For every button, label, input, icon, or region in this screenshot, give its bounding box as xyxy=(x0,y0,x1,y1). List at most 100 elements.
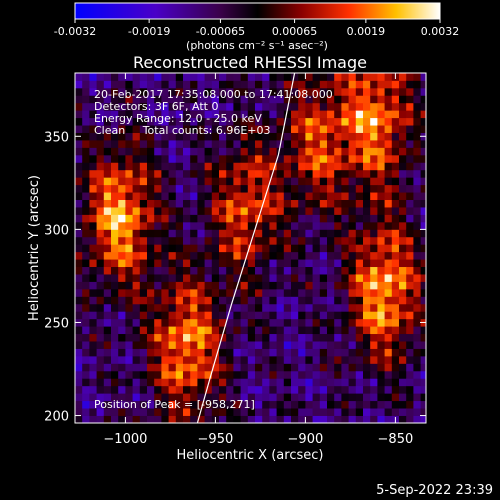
heatmap-cell xyxy=(391,192,400,200)
heatmap-cell xyxy=(247,221,256,230)
heatmap-cell xyxy=(291,281,299,290)
heatmap-cell xyxy=(305,102,313,111)
heatmap-cell xyxy=(240,393,249,402)
heatmap-cell xyxy=(219,110,227,119)
heatmap-cell xyxy=(312,326,321,335)
heatmap-cell xyxy=(154,117,162,126)
heatmap-cell xyxy=(370,251,378,260)
heatmap-cell xyxy=(154,125,162,133)
heatmap-cell xyxy=(204,266,213,275)
heatmap-cell xyxy=(327,199,335,208)
heatmap-cell xyxy=(269,169,277,178)
heatmap-cell xyxy=(341,177,349,186)
heatmap-cell xyxy=(183,140,191,148)
heatmap-cell xyxy=(183,73,191,81)
heatmap-cell xyxy=(132,333,141,342)
heatmap-cell xyxy=(283,274,292,282)
heatmap-cell xyxy=(377,355,385,364)
heatmap-cell xyxy=(197,281,205,290)
heatmap-cell xyxy=(226,192,234,200)
heatmap-cell xyxy=(154,370,162,379)
heatmap-cell xyxy=(276,192,285,200)
heatmap-cell xyxy=(183,192,191,200)
heatmap-cell xyxy=(348,102,357,111)
heatmap-cell xyxy=(283,415,292,423)
heatmap-cell xyxy=(233,393,241,402)
heatmap-cell xyxy=(183,154,191,163)
heatmap-cell xyxy=(96,244,105,253)
heatmap-cell xyxy=(291,266,299,275)
heatmap-cell xyxy=(175,266,184,275)
heatmap-cell xyxy=(348,207,357,215)
heatmap-cell xyxy=(370,162,378,171)
heatmap-cell xyxy=(211,393,220,402)
heatmap-cell xyxy=(413,236,421,245)
heatmap-cell xyxy=(118,400,126,409)
heatmap-cell xyxy=(384,162,393,171)
heatmap-cell xyxy=(204,73,213,81)
heatmap-cell xyxy=(370,102,378,111)
heatmap-cell xyxy=(312,408,321,416)
heatmap-cell xyxy=(226,236,234,245)
heatmap-cell xyxy=(190,288,198,297)
heatmap-cell xyxy=(255,355,263,364)
heatmap-cell xyxy=(204,221,213,230)
heatmap-cell xyxy=(75,378,83,387)
heatmap-cell xyxy=(75,177,83,186)
heatmap-cell xyxy=(89,192,97,200)
heatmap-cell xyxy=(219,311,227,320)
heatmap-cell xyxy=(363,177,371,186)
heatmap-cell xyxy=(420,400,426,409)
heatmap-cell xyxy=(406,177,414,186)
heatmap-cell xyxy=(319,192,328,200)
heatmap-cell xyxy=(377,73,385,81)
heatmap-cell xyxy=(413,363,421,372)
heatmap-cell xyxy=(312,251,321,260)
heatmap-cell xyxy=(298,162,306,171)
heatmap-cell xyxy=(413,147,421,156)
heatmap-cell xyxy=(219,370,227,379)
heatmap-cell xyxy=(348,169,357,178)
heatmap-cell xyxy=(154,385,162,394)
heatmap-cell xyxy=(262,259,270,268)
heatmap-cell xyxy=(391,385,400,394)
heatmap-cell xyxy=(154,355,162,364)
heatmap-cell xyxy=(168,140,177,148)
heatmap-cell xyxy=(233,348,241,357)
heatmap-cell xyxy=(197,348,205,357)
heatmap-cell xyxy=(154,214,162,223)
heatmap-cell xyxy=(197,184,205,193)
heatmap-cell xyxy=(89,177,97,186)
heatmap-cell xyxy=(305,259,313,268)
heatmap-cell xyxy=(219,154,227,163)
x-axis-label: Heliocentric X (arcsec) xyxy=(177,448,324,463)
heatmap-cell xyxy=(312,341,321,349)
heatmap-cell xyxy=(370,296,378,305)
heatmap-cell xyxy=(399,311,407,320)
heatmap-cell xyxy=(204,259,213,268)
heatmap-cell xyxy=(341,147,349,156)
heatmap-cell xyxy=(82,192,90,200)
heatmap-cell xyxy=(118,281,126,290)
heatmap-cell xyxy=(370,341,378,349)
heatmap-cell xyxy=(355,348,364,357)
heatmap-cell xyxy=(147,244,155,253)
heatmap-cell xyxy=(247,311,256,320)
heatmap-cell xyxy=(391,333,400,342)
heatmap-cell xyxy=(175,408,184,416)
heatmap-cell xyxy=(334,132,342,141)
heatmap-cell xyxy=(334,125,342,133)
heatmap-cell xyxy=(75,288,83,297)
heatmap-cell xyxy=(348,184,357,193)
heatmap-cell xyxy=(327,281,335,290)
heatmap-cell xyxy=(334,117,342,126)
heatmap-cell xyxy=(82,132,90,141)
heatmap-cell xyxy=(75,333,83,342)
heatmap-cell xyxy=(298,214,306,223)
heatmap-cell xyxy=(197,102,205,111)
heatmap-cell xyxy=(406,117,414,126)
heatmap-cell xyxy=(190,355,198,364)
heatmap-cell xyxy=(226,169,234,178)
heatmap-cell xyxy=(341,199,349,208)
